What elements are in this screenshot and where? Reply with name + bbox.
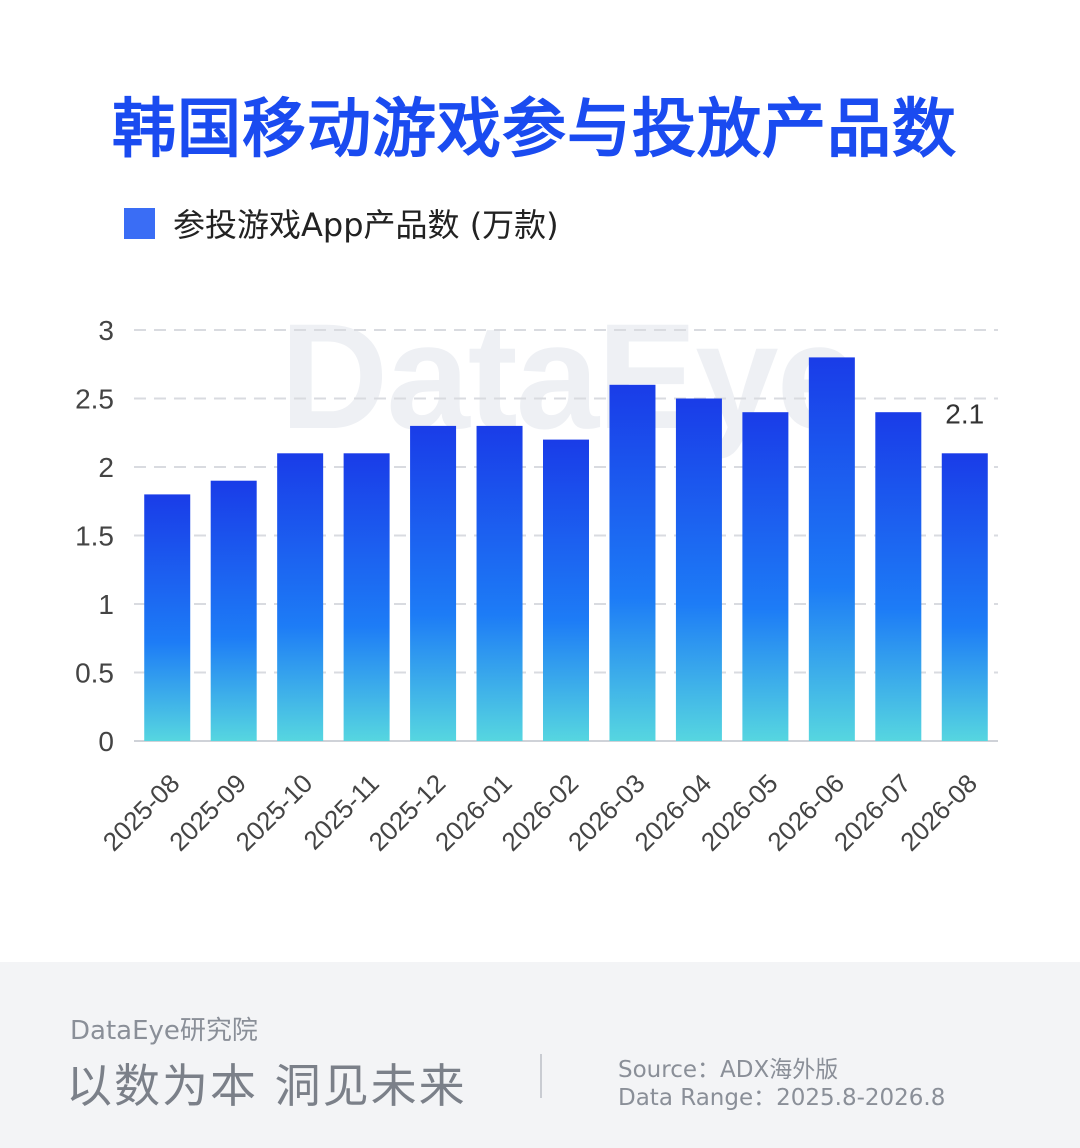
bar	[742, 412, 789, 741]
footer-divider	[540, 1054, 542, 1098]
x-axis: 2025-082025-092025-102025-112025-122026-…	[97, 768, 983, 857]
footer: DataEye研究院 以数为本 洞见未来 Source：ADX海外版 Data …	[0, 962, 1080, 1148]
y-tick-label: 0	[98, 726, 114, 757]
data-label: 2.1	[945, 398, 984, 429]
bar	[277, 453, 324, 741]
bar	[875, 412, 922, 741]
footer-org: DataEye研究院	[70, 1016, 258, 1046]
bar	[476, 425, 523, 741]
y-tick-label: 1	[98, 589, 114, 620]
bar	[609, 384, 656, 741]
bar-chart: 0 0.5 1 1.5 2 2.5 3 2025-082025-092025-102025-…	[75, 315, 998, 857]
y-tick-label: 0.5	[75, 658, 114, 689]
chart-title: 韩国移动游戏参与投放产品数	[112, 93, 957, 167]
bar	[675, 398, 722, 741]
bar	[941, 453, 988, 741]
legend: 参投游戏App产品数 (万款)	[124, 200, 559, 246]
y-tick-label: 2	[98, 452, 114, 483]
bar	[543, 439, 589, 741]
data-labels: 2.1	[945, 398, 984, 429]
bar	[808, 357, 855, 741]
legend-swatch	[124, 207, 155, 239]
bar	[343, 453, 390, 741]
y-tick-label: 2.5	[75, 384, 114, 415]
y-tick-label: 3	[98, 315, 114, 346]
footer-source: Source：ADX海外版	[618, 1057, 839, 1083]
bar	[210, 480, 257, 741]
bars	[144, 357, 988, 741]
bar	[410, 425, 457, 741]
footer-slogan: 以数为本 洞见未来	[66, 1059, 467, 1113]
footer-range: Data Range：2025.8-2026.8	[618, 1085, 946, 1111]
y-axis: 0 0.5 1 1.5 2 2.5 3	[75, 315, 114, 757]
y-tick-label: 1.5	[75, 521, 114, 552]
legend-label: 参投游戏App产品数 (万款)	[173, 206, 559, 244]
bar	[144, 494, 191, 741]
